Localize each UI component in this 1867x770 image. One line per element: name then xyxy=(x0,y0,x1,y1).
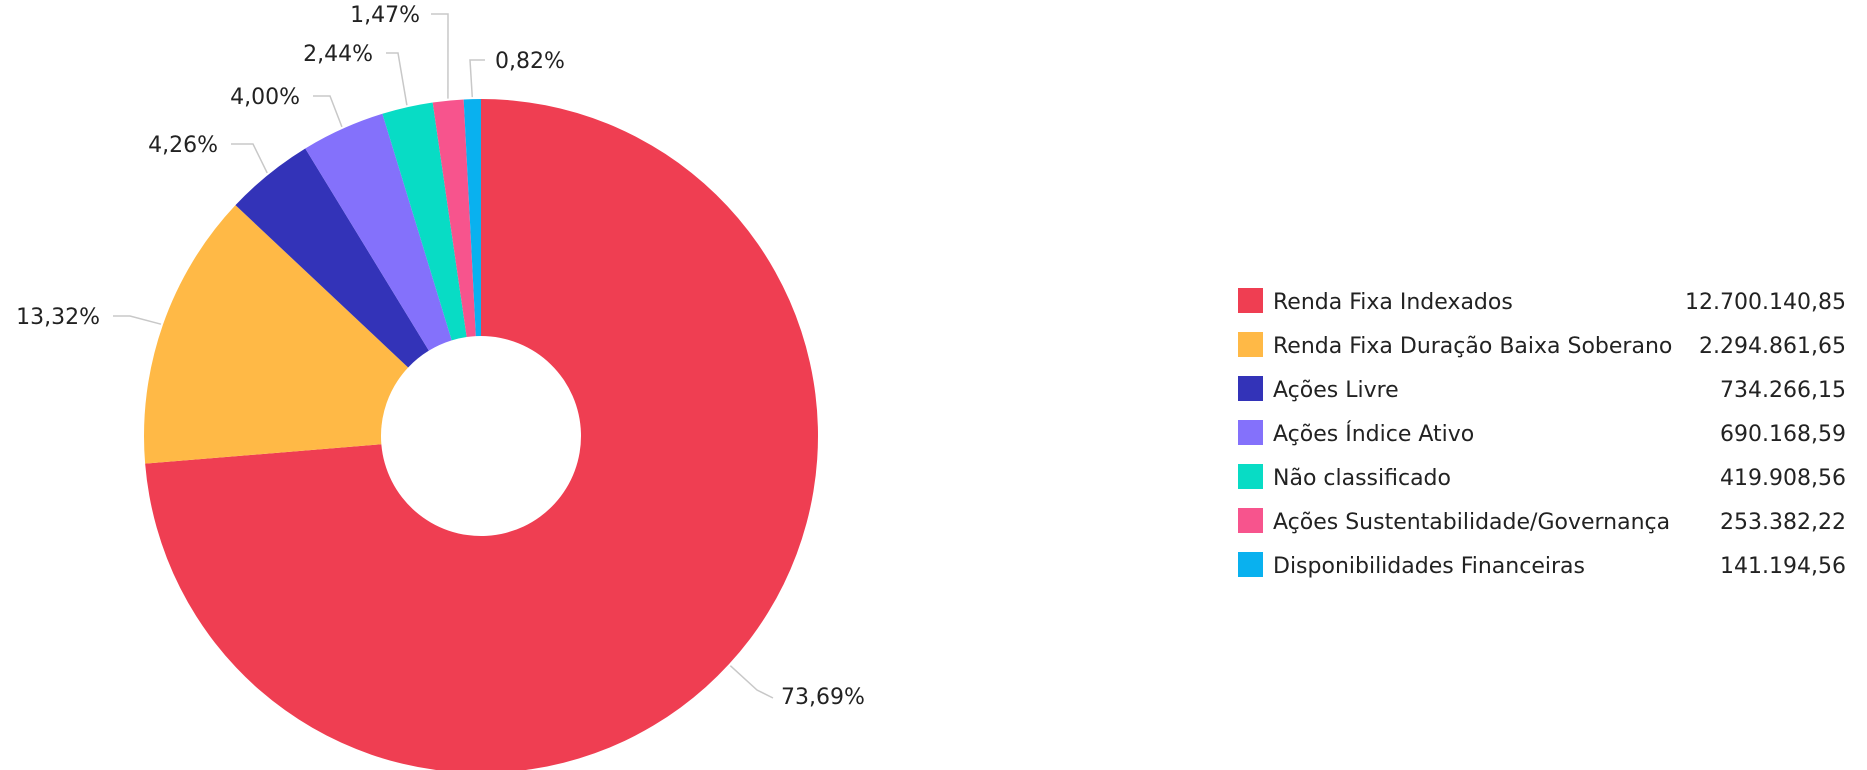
pie-slices xyxy=(144,99,818,770)
leader-line-disponibilidades-financeiras xyxy=(469,59,485,98)
legend-label: Renda Fixa Duração Baixa Soberano xyxy=(1273,334,1672,359)
legend-value: 12.700.140,85 xyxy=(1685,290,1846,315)
percent-label-acoes-livre: 4,26% xyxy=(148,133,218,158)
legend-label: Renda Fixa Indexados xyxy=(1273,290,1513,315)
slice-renda-fixa-indexados[interactable] xyxy=(145,99,818,770)
percent-label-acoes-sustentabilidade-governanca: 1,47% xyxy=(350,3,420,28)
legend-label: Ações Livre xyxy=(1273,378,1399,403)
percent-label-acoes-indice-ativo: 4,00% xyxy=(230,85,300,110)
legend-item-disponibilidades-financeiras[interactable]: Disponibilidades Financeiras 141.194,56 xyxy=(1238,552,1846,579)
percent-label-disponibilidades-financeiras: 0,82% xyxy=(495,49,565,74)
legend-item-renda-fixa-duracao-baixa-soberano[interactable]: Renda Fixa Duração Baixa Soberano 2.294.8… xyxy=(1238,332,1846,359)
legend-item-renda-fixa-indexados[interactable]: Renda Fixa Indexados 12.700.140,85 xyxy=(1238,288,1846,315)
leader-line-nao-classificado xyxy=(386,52,408,106)
legend-value: 141.194,56 xyxy=(1720,554,1846,579)
legend-label: Não classificado xyxy=(1273,466,1451,491)
legend-value: 253.382,22 xyxy=(1720,510,1846,535)
legend-swatch xyxy=(1238,288,1263,313)
legend-value: 690.168,59 xyxy=(1720,422,1846,447)
legend-label: Disponibilidades Financeiras xyxy=(1273,554,1585,579)
percent-label-nao-classificado: 2,44% xyxy=(303,42,373,67)
legend-item-acoes-sustentabilidade-governanca[interactable]: Ações Sustentabilidade/Governança 253.382… xyxy=(1238,508,1846,535)
slice-acoes-indice-ativo[interactable] xyxy=(305,113,452,351)
leader-line-renda-fixa-duracao-baixa-soberano xyxy=(113,315,162,325)
legend-item-nao-classificado[interactable]: Não classificado 419.908,56 xyxy=(1238,464,1846,491)
percent-label-renda-fixa-indexados: 73,69% xyxy=(781,685,865,710)
legend-item-acoes-livre[interactable]: Ações Livre 734.266,15 xyxy=(1238,376,1846,403)
legend-swatch xyxy=(1238,464,1263,489)
slice-acoes-sustentabilidade-governanca[interactable] xyxy=(432,99,476,338)
slice-acoes-livre[interactable] xyxy=(235,148,429,368)
legend-swatch xyxy=(1238,552,1263,577)
legend-swatch xyxy=(1238,420,1263,445)
legend-swatch xyxy=(1238,508,1263,533)
slice-nao-classificado[interactable] xyxy=(382,102,467,341)
slice-disponibilidades-financeiras[interactable] xyxy=(463,99,481,337)
legend-value: 734.266,15 xyxy=(1720,378,1846,403)
legend-swatch xyxy=(1238,376,1263,401)
legend-item-acoes-indice-ativo[interactable]: Ações Índice Ativo 690.168,59 xyxy=(1238,420,1846,447)
percent-labels: 73,69% 13,32% 4,26% 4,00%2,44% 1,47% 0,82% xyxy=(16,3,865,710)
percent-label-renda-fixa-duracao-baixa-soberano: 13,32% xyxy=(16,305,100,330)
legend-label: Ações Índice Ativo xyxy=(1273,421,1474,447)
leader-line-acoes-sustentabilidade-governanca xyxy=(431,13,449,99)
leader-lines xyxy=(113,13,774,699)
leader-line-renda-fixa-indexados xyxy=(729,665,774,699)
leader-line-acoes-livre xyxy=(231,143,268,174)
legend-label: Ações Sustentabilidade/Governança xyxy=(1273,510,1670,535)
leader-line-acoes-indice-ativo xyxy=(313,95,343,128)
slice-renda-fixa-duracao-baixa-soberano[interactable] xyxy=(144,205,409,464)
legend-value: 2.294.861,65 xyxy=(1699,334,1846,359)
legend-value: 419.908,56 xyxy=(1720,466,1846,491)
legend-swatch xyxy=(1238,332,1263,357)
